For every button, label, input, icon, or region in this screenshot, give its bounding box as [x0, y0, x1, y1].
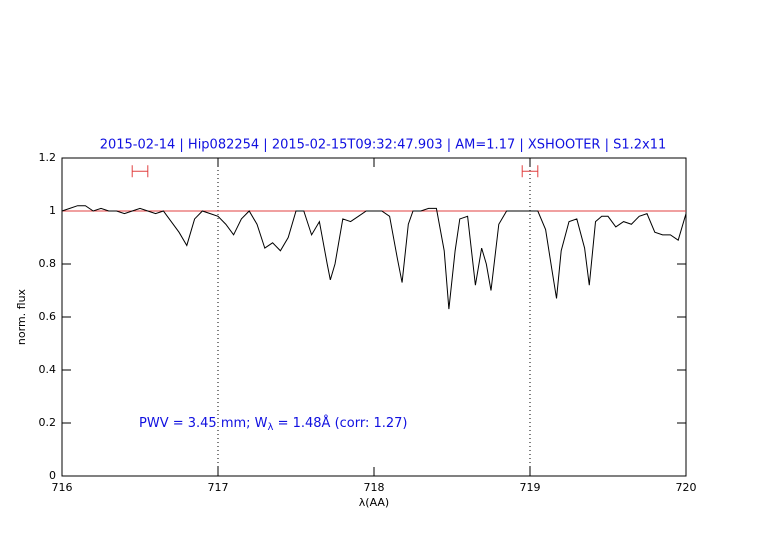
x-tick-label: 720: [676, 481, 697, 494]
x-tick-label: 719: [520, 481, 541, 494]
y-tick-label: 0.4: [39, 363, 57, 376]
annotation-subscript: λ: [268, 422, 274, 433]
x-tick-label: 718: [364, 481, 385, 494]
annotation-text: = 1.48Å (corr: 1.27): [273, 415, 407, 431]
x-tick-label: 717: [208, 481, 229, 494]
y-tick-label: 1.2: [39, 151, 57, 164]
region-marker: [131, 165, 149, 178]
x-tick-label: 716: [52, 481, 73, 494]
chart-title: 2015-02-14 | Hip082254 | 2015-02-15T09:3…: [100, 138, 667, 153]
annotation: PWV = 3.45 mm; Wλ = 1.48Å (corr: 1.27): [139, 415, 408, 434]
y-tick-label: 0.2: [39, 416, 57, 429]
spectrum-line: [61, 205, 687, 310]
y-tick-label: 0.8: [39, 257, 57, 270]
y-tick-label: 1: [49, 204, 56, 217]
y-axis-label: norm. flux: [15, 288, 28, 345]
y-tick-label: 0: [49, 469, 56, 482]
x-axis-label: λ(AA): [359, 496, 389, 509]
annotation-text: PWV = 3.45 mm; W: [139, 416, 268, 431]
y-tick-label: 0.6: [39, 310, 57, 323]
region-marker: [521, 165, 539, 178]
